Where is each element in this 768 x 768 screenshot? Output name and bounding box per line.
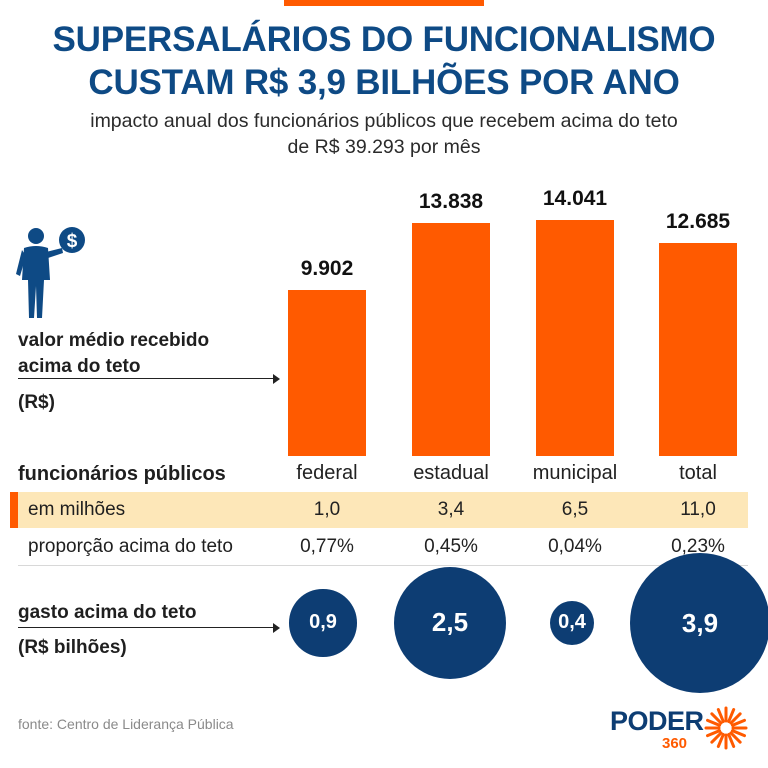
poder360-logo: PODER 360 <box>610 706 750 756</box>
bar-total <box>659 242 737 456</box>
employees-municipal: 6,5 <box>561 499 589 520</box>
bar-estadual <box>412 223 490 456</box>
spend-bubble-municipal: 0,4 <box>549 600 595 646</box>
employees-row-band <box>18 492 748 528</box>
table-header: funcionários públicos <box>18 463 226 485</box>
logo-ray <box>706 729 722 738</box>
category-federal: federal <box>296 462 358 484</box>
logo-ray <box>730 729 746 738</box>
employees-federal: 1,0 <box>313 499 341 520</box>
employees-total: 11,0 <box>680 499 716 520</box>
spend-value-municipal: 0,4 <box>558 611 586 634</box>
spend-label-arrowhead <box>273 623 280 633</box>
logo-ray <box>716 732 725 748</box>
category-municipal: municipal <box>532 462 618 484</box>
logo-ray <box>729 712 742 725</box>
logo-ray <box>706 718 722 727</box>
employees-row-marker <box>10 492 18 528</box>
spend-value-total: 3,9 <box>681 607 719 638</box>
sunburst-logo-icon <box>704 706 748 750</box>
bar-federal <box>288 289 366 456</box>
title-line-1: SUPERSALÁRIOS DO FUNCIONALISMO <box>52 20 716 59</box>
employees-row-label: em milhões <box>28 499 126 520</box>
spend-value-federal: 0,9 <box>309 611 337 634</box>
spend-label-line-1: gasto acima do teto <box>18 602 197 623</box>
top-accent-bar <box>284 0 484 6</box>
bar-label-line-2: acima do teto <box>18 356 141 377</box>
logo-ray <box>710 712 723 725</box>
bar-value-municipal: 14.041 <box>542 187 608 210</box>
proportion-federal: 0,77% <box>300 536 354 557</box>
subtitle-line-1: impacto anual dos funcionários públicos … <box>90 110 678 132</box>
source-note: fonte: Centro de Liderança Pública <box>18 716 234 732</box>
spend-bubble-federal: 0,9 <box>289 589 357 657</box>
bar-municipal <box>536 220 614 456</box>
svg-text:$: $ <box>67 231 78 252</box>
logo-ray <box>716 708 725 724</box>
logo-number: 360 <box>662 735 688 752</box>
bar-label-unit: (R$) <box>18 392 55 413</box>
employees-estadual: 3,4 <box>437 499 465 520</box>
proportion-municipal: 0,04% <box>548 536 602 557</box>
spend-label-line-2: (R$ bilhões) <box>18 637 127 658</box>
spend-bubble-total: 3,9 <box>630 553 768 693</box>
bar-value-estadual: 13.838 <box>418 190 484 214</box>
table-divider <box>18 565 748 566</box>
logo-ray <box>727 708 736 724</box>
bar-value-federal: 9.902 <box>300 256 354 280</box>
bar-label-arrow <box>18 378 276 379</box>
spend-bubble-estadual: 2,5 <box>393 566 507 680</box>
subtitle-line-2: de R$ 39.293 por mês <box>287 136 481 158</box>
logo-ray <box>710 731 723 744</box>
person-holding-coin-icon: $ <box>16 227 85 318</box>
category-total: total <box>679 462 717 484</box>
logo-word: PODER <box>610 706 704 736</box>
dollar-sign-icon: $ <box>59 227 85 253</box>
spend-label-arrow <box>18 627 276 628</box>
logo-ray <box>727 732 736 748</box>
proportion-estadual: 0,45% <box>424 536 478 557</box>
proportion-row-label: proporção acima do teto <box>28 536 233 557</box>
category-estadual: estadual <box>413 462 489 484</box>
bar-label-arrowhead <box>273 374 280 384</box>
bar-label-line-1: valor médio recebido <box>18 330 210 351</box>
logo-ray <box>729 731 742 744</box>
logo-ray <box>730 718 746 727</box>
title-line-2: CUSTAM R$ 3,9 BILHÕES POR ANO <box>88 63 680 102</box>
proportion-total: 0,23% <box>671 536 725 557</box>
spend-value-estadual: 2,5 <box>431 607 469 638</box>
bar-value-total: 12.685 <box>665 209 731 233</box>
